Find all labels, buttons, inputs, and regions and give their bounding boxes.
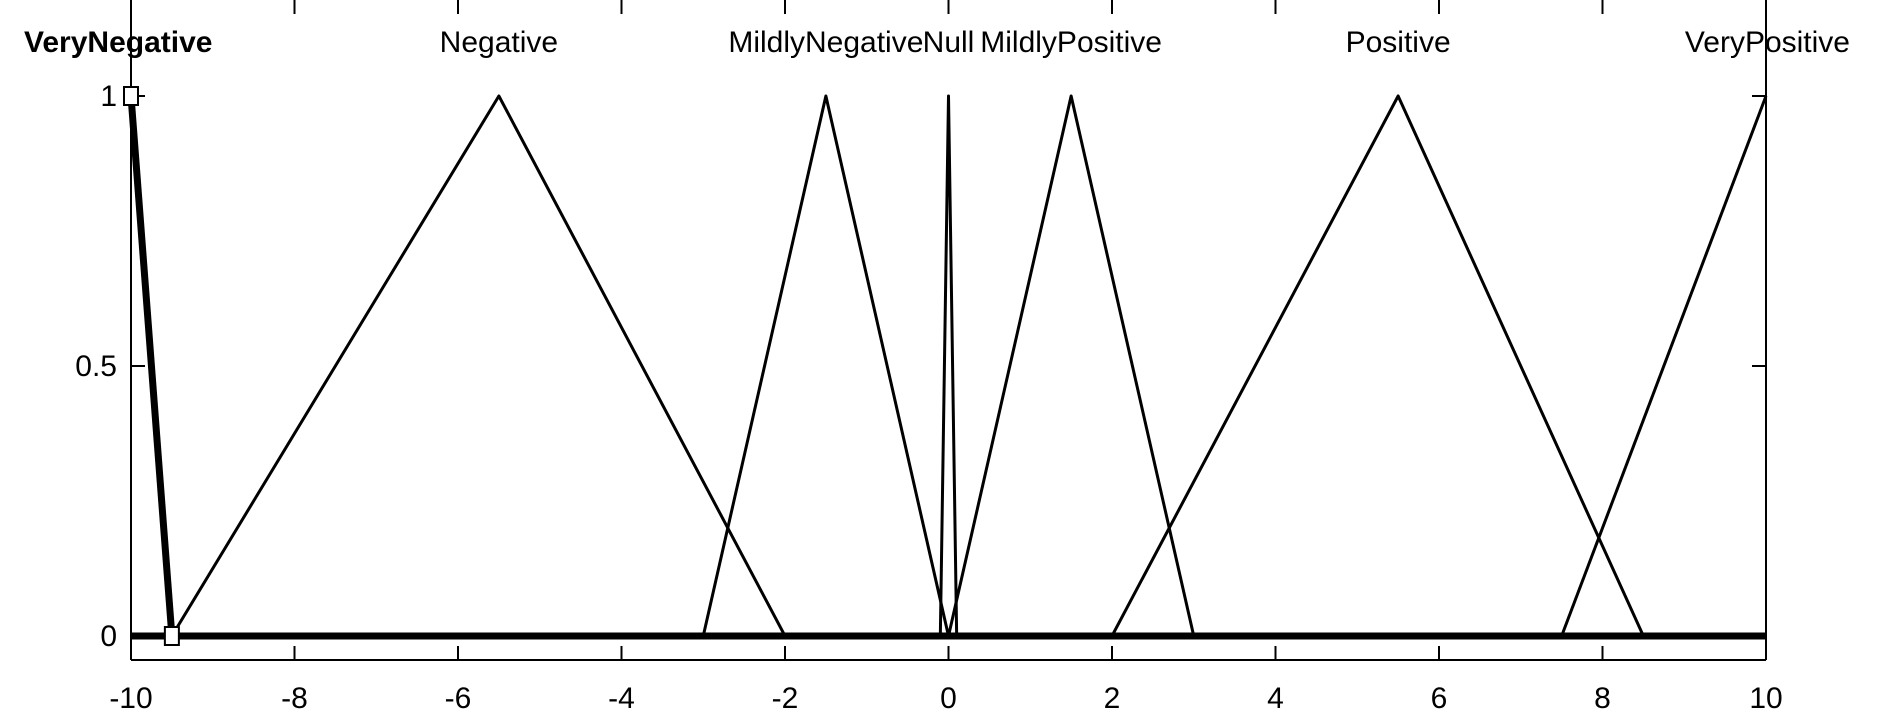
label-null: Null — [923, 26, 975, 59]
x-tick-label: 2 — [1104, 682, 1121, 715]
x-tick-label: 10 — [1749, 682, 1782, 715]
vertex-handle[interactable] — [163, 626, 180, 646]
label-very-positive: VeryPositive — [1685, 26, 1850, 59]
vertex-handle[interactable] — [123, 86, 139, 106]
label-mildly-positive: MildlyPositive — [980, 26, 1162, 59]
membership-labels: VeryNegative Negative MildlyNegative Null Mi… — [24, 26, 1850, 59]
tick-labels: -10 -8 -6 -4 -2 0 2 4 6 8 10 0 0.5 1 — [75, 80, 1782, 715]
x-tick-label: 4 — [1267, 682, 1284, 715]
x-tick-label: 8 — [1594, 682, 1611, 715]
label-negative: Negative — [440, 26, 558, 59]
x-tick-label: 0 — [940, 682, 957, 715]
selection-handles[interactable] — [123, 86, 180, 646]
x-tick-label: -2 — [772, 682, 799, 715]
x-tick-label: -10 — [109, 682, 152, 715]
x-tick-label: -4 — [608, 682, 635, 715]
label-positive: Positive — [1346, 26, 1451, 59]
x-tick-label: 6 — [1431, 682, 1448, 715]
y-tick-label: 0 — [100, 620, 117, 653]
label-mildly-negative: MildlyNegative — [728, 26, 923, 59]
series-line-mildly-positive[interactable] — [947, 94, 1196, 637]
y-tick-label: 1 — [100, 80, 117, 113]
series-line-positive[interactable] — [1110, 94, 1645, 637]
series-line-mildly-negative[interactable] — [701, 94, 950, 637]
series-line-very-positive[interactable] — [1560, 95, 1768, 637]
series-line-negative[interactable] — [170, 94, 787, 637]
series-line-very-negative[interactable] — [127, 95, 176, 637]
y-tick-label: 0.5 — [75, 350, 117, 383]
x-tick-label: -6 — [445, 682, 472, 715]
label-very-negative: VeryNegative — [24, 26, 212, 59]
membership-curves[interactable] — [127, 94, 1768, 637]
series-line-null[interactable] — [938, 94, 959, 637]
x-tick-label: -8 — [281, 682, 308, 715]
